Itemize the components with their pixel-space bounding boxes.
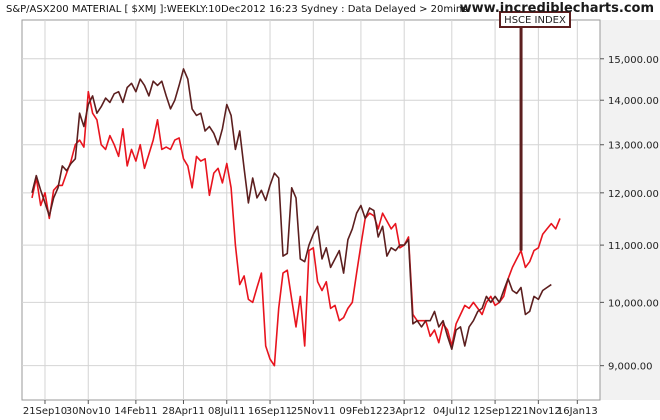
y-tick-label: 13,000.00 <box>608 141 659 152</box>
y-tick-label: 14,000.00 <box>608 96 659 107</box>
y-tick-label: 9,000.00 <box>608 362 653 373</box>
x-tick-label: 23Apr12 <box>383 406 426 417</box>
y-axis-ticks: 9,000.00 10,000.00 11,000.00 12,000.00 13,00… <box>600 55 659 373</box>
x-tick-label: 04Jul12 <box>433 406 471 417</box>
watermark: www.incrediblecharts.com <box>460 1 654 16</box>
y-tick-label: 10,000.00 <box>608 298 659 309</box>
x-tick-label: 21Nov12 <box>516 406 561 417</box>
x-tick-label: 21Sep10 <box>23 406 67 417</box>
price-axis-background <box>600 20 660 400</box>
x-tick-label: 09Feb12 <box>339 406 382 417</box>
chart-title: S&P/ASX200 MATERIAL [ $XMJ ]:WEEKLY:10De… <box>6 4 467 15</box>
x-tick-label: 25Nov11 <box>291 406 336 417</box>
annotation-group: HSCE INDEX <box>499 11 571 251</box>
annotation-label: HSCE INDEX <box>504 15 566 26</box>
series-line-1 <box>31 90 561 367</box>
series-line-0 <box>31 68 552 351</box>
annotation-box <box>499 11 571 28</box>
x-tick-label: 28Apr11 <box>162 406 205 417</box>
x-tick-label: 16Sep11 <box>248 406 292 417</box>
y-tick-label: 15,000.00 <box>608 55 659 66</box>
y-tick-label: 11,000.00 <box>608 241 659 252</box>
gridlines <box>22 20 600 400</box>
series-group <box>31 68 561 367</box>
x-tick-label: 14Feb11 <box>114 406 157 417</box>
x-tick-label: 16Jan13 <box>557 406 598 417</box>
x-tick-label: 30Nov10 <box>66 406 111 417</box>
plot-frame <box>21 19 601 401</box>
y-tick-label: 12,000.00 <box>608 189 659 200</box>
x-tick-label: 12Sep12 <box>473 406 517 417</box>
x-tick-label: 08Jul11 <box>208 406 246 417</box>
